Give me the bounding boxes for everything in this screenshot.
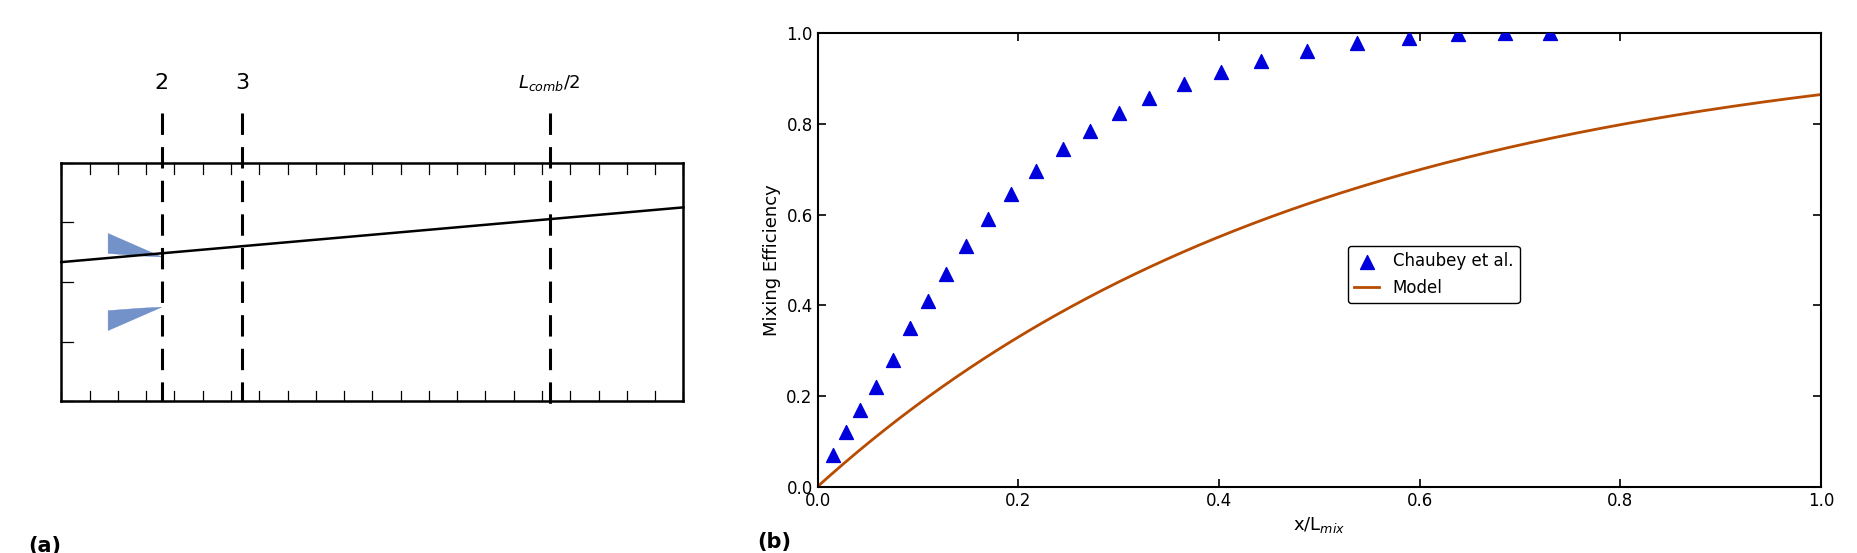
Model <box>1402 168 1424 174</box>
Chaubey et al. <box>912 296 941 305</box>
Chaubey et al. <box>1534 29 1564 38</box>
Model <box>1281 205 1304 212</box>
X-axis label: x/L$_{mix}$: x/L$_{mix}$ <box>1292 515 1344 535</box>
Chaubey et al. <box>860 383 890 392</box>
Chaubey et al. <box>1489 29 1519 38</box>
Model <box>1289 203 1311 210</box>
Text: (b): (b) <box>758 532 791 552</box>
Text: 3: 3 <box>234 73 249 93</box>
Model <box>1785 94 1807 101</box>
Chaubey et al. <box>1246 57 1276 66</box>
Chaubey et al. <box>895 324 925 332</box>
Chaubey et al. <box>1075 126 1105 135</box>
Chaubey et al. <box>1443 30 1473 39</box>
Chaubey et al. <box>951 242 980 251</box>
Chaubey et al. <box>877 355 906 364</box>
Text: 2: 2 <box>154 73 169 93</box>
Chaubey et al. <box>1343 39 1372 48</box>
Model <box>1348 184 1370 190</box>
Chaubey et al. <box>1168 80 1198 88</box>
Line: Model: Model <box>817 95 1820 487</box>
Legend: Chaubey et al., Model: Chaubey et al., Model <box>1346 246 1519 303</box>
Chaubey et al. <box>930 269 960 278</box>
Chaubey et al. <box>1103 108 1133 117</box>
Chaubey et al. <box>1021 167 1051 176</box>
Chaubey et al. <box>830 428 860 437</box>
Polygon shape <box>108 307 162 331</box>
Chaubey et al. <box>1395 33 1424 42</box>
Chaubey et al. <box>995 190 1025 199</box>
Text: (a): (a) <box>28 536 61 553</box>
Chaubey et al. <box>973 215 1003 223</box>
Chaubey et al. <box>1133 93 1162 102</box>
Model <box>1809 91 1831 98</box>
Chaubey et al. <box>817 451 847 460</box>
Chaubey et al. <box>845 405 875 414</box>
Chaubey et al. <box>1205 67 1235 76</box>
Text: $L_{comb}/2$: $L_{comb}/2$ <box>518 73 581 93</box>
Polygon shape <box>108 233 162 257</box>
Y-axis label: Mixing Efficiency: Mixing Efficiency <box>763 184 780 336</box>
Chaubey et al. <box>1047 144 1077 153</box>
Model <box>1629 118 1651 124</box>
Chaubey et al. <box>1292 47 1322 56</box>
Model <box>806 483 828 490</box>
